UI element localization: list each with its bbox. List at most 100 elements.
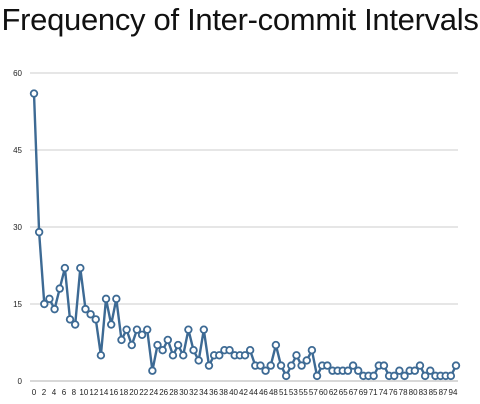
data-point: [70, 320, 80, 329]
data-point: [127, 340, 136, 350]
x-tick-label: 67: [349, 388, 358, 397]
data-point: [323, 361, 332, 370]
x-tick-label: 24: [149, 388, 158, 397]
data-point: [168, 351, 178, 360]
data-point: [29, 89, 39, 98]
x-tick-label: 34: [199, 388, 208, 397]
x-tick-label: 8: [72, 388, 77, 397]
data-point: [199, 325, 209, 334]
data-point: [379, 361, 389, 370]
series-line: [32, 93, 458, 378]
data-point: [410, 366, 420, 375]
data-point: [34, 227, 44, 237]
data-point: [261, 366, 270, 375]
y-tick-label: 45: [13, 146, 22, 155]
x-tick-label: 30: [179, 388, 188, 397]
x-tick-label: 20: [129, 388, 138, 397]
data-point: [271, 340, 281, 350]
x-tick-label: 10: [79, 388, 88, 397]
data-point: [153, 340, 162, 350]
data-point: [287, 361, 296, 370]
data-point: [451, 361, 461, 370]
data-point: [307, 346, 317, 355]
data-point: [446, 371, 456, 381]
data-point: [297, 361, 306, 370]
data-point: [204, 361, 214, 370]
x-tick-label: 53: [289, 388, 298, 397]
x-tick-label: 36: [209, 388, 218, 397]
data-point: [122, 325, 131, 334]
x-tick-label: 22: [139, 388, 148, 397]
x-tick-label: 94: [449, 388, 458, 397]
data-point: [163, 335, 173, 345]
x-tick-label: 4: [52, 388, 57, 397]
data-point: [348, 361, 358, 370]
data-point: [420, 371, 430, 381]
data-point: [81, 304, 90, 314]
x-tick-label: 65: [339, 388, 348, 397]
data-point: [60, 263, 70, 273]
data-point: [194, 356, 203, 365]
y-tick-label: 15: [13, 300, 22, 309]
data-point: [400, 371, 409, 381]
x-tick-label: 74: [379, 388, 388, 397]
data-point: [158, 346, 167, 355]
data-point: [101, 294, 111, 304]
gridlines: [30, 72, 458, 382]
data-point: [137, 330, 147, 339]
data-point: [276, 361, 286, 370]
data-point: [55, 284, 64, 293]
x-tick-label: 46: [259, 388, 268, 397]
data-point: [426, 366, 435, 375]
data-point: [50, 304, 59, 314]
data-point: [266, 361, 275, 370]
data-point: [281, 371, 291, 381]
x-tick-label: 38: [219, 388, 228, 397]
series-layer: [29, 89, 461, 381]
x-tick-label: 32: [189, 388, 198, 397]
data-point: [189, 346, 198, 355]
data-point: [45, 294, 54, 304]
x-tick-label: 48: [269, 388, 278, 397]
x-tick-label: 12: [89, 388, 98, 397]
x-axis-ticks: 0 2 4 6 8 10 12 14 16 18 20 22 24 26 28 30 32 34 36 38 40 42 4…: [32, 388, 458, 397]
data-point: [390, 371, 399, 381]
x-tick-label: 57: [309, 388, 318, 397]
x-tick-label: 60: [319, 388, 328, 397]
x-tick-label: 83: [419, 388, 428, 397]
x-tick-label: 28: [169, 388, 178, 397]
x-tick-label: 71: [369, 388, 378, 397]
data-point: [112, 294, 121, 304]
x-tick-label: 87: [439, 388, 448, 397]
x-tick-label: 76: [389, 388, 398, 397]
data-point: [369, 371, 378, 381]
data-point: [40, 299, 49, 309]
x-tick-label: 6: [62, 388, 67, 397]
data-point: [184, 325, 193, 334]
y-tick-label: 60: [13, 69, 22, 78]
x-tick-label: 2: [42, 388, 47, 397]
data-point: [256, 361, 265, 370]
x-tick-label: 51: [279, 388, 288, 397]
data-point: [415, 361, 425, 370]
x-tick-label: 18: [119, 388, 128, 397]
data-point: [225, 346, 234, 355]
x-tick-label: 26: [159, 388, 168, 397]
data-point: [179, 351, 188, 360]
x-tick-label: 85: [429, 388, 438, 397]
data-point: [292, 351, 301, 360]
x-tick-label: 62: [329, 388, 338, 397]
data-point: [91, 315, 100, 324]
x-tick-label: 14: [99, 388, 108, 397]
data-point: [343, 366, 353, 375]
data-point: [76, 263, 85, 273]
x-tick-label: 78: [399, 388, 408, 397]
data-point: [302, 356, 311, 365]
x-tick-label: 42: [239, 388, 248, 397]
data-point: [240, 351, 250, 360]
x-tick-label: 55: [299, 388, 308, 397]
data-point: [132, 325, 142, 334]
data-point: [117, 335, 126, 345]
y-axis-ticks: 0 15 30 45 60: [13, 69, 22, 386]
